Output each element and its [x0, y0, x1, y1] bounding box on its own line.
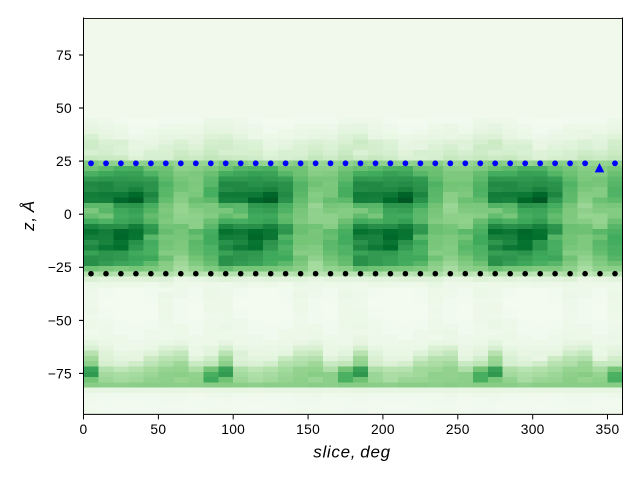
svg-text:75: 75 — [56, 48, 72, 63]
svg-text:200: 200 — [371, 422, 395, 437]
svg-text:250: 250 — [446, 422, 470, 437]
svg-text:100: 100 — [221, 422, 245, 437]
svg-text:slice, deg: slice, deg — [313, 443, 391, 462]
svg-text:−25: −25 — [48, 260, 72, 275]
svg-text:50: 50 — [150, 422, 166, 437]
svg-text:50: 50 — [56, 101, 72, 116]
svg-text:300: 300 — [521, 422, 545, 437]
svg-text:0: 0 — [80, 422, 88, 437]
svg-text:150: 150 — [296, 422, 320, 437]
svg-text:−50: −50 — [48, 313, 72, 328]
svg-text:−75: −75 — [48, 366, 72, 381]
svg-text:350: 350 — [596, 422, 620, 437]
svg-text:0: 0 — [64, 207, 72, 222]
svg-text:z, Å: z, Å — [19, 200, 38, 232]
svg-text:25: 25 — [56, 154, 72, 169]
